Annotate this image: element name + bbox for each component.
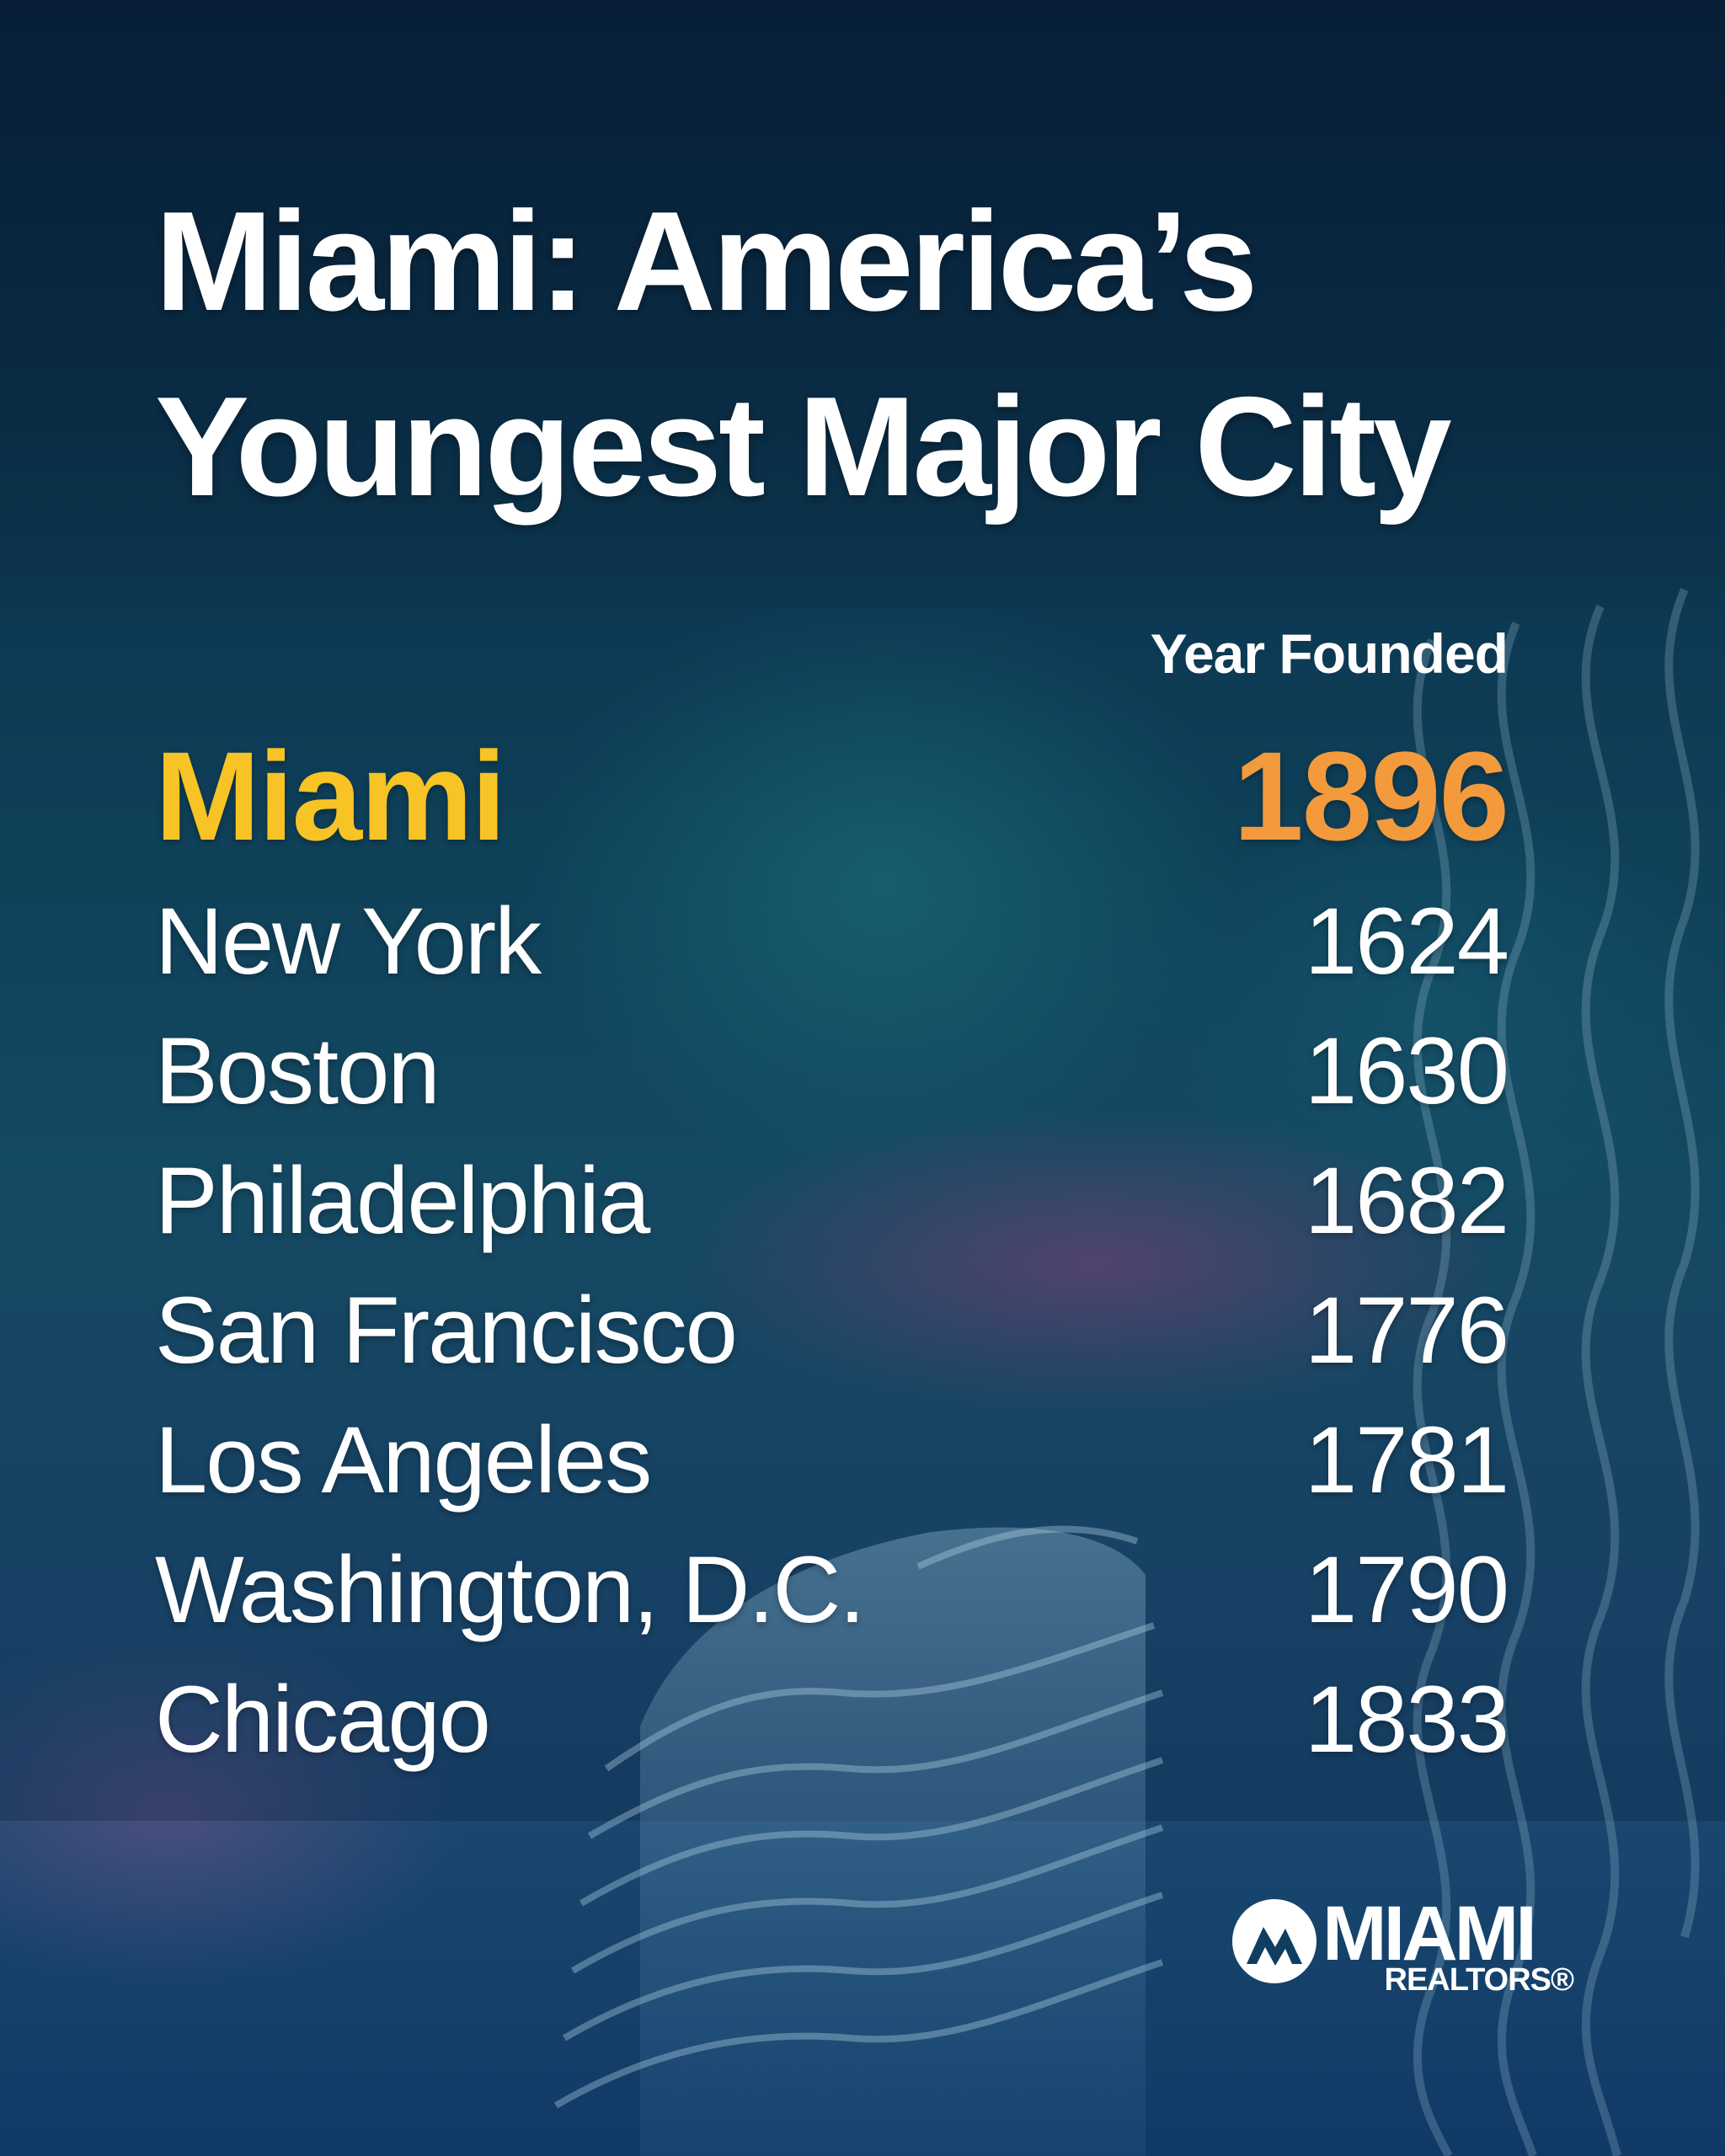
city-name: Los Angeles bbox=[155, 1406, 652, 1513]
city-name: Chicago bbox=[155, 1666, 491, 1772]
city-row: Boston 1630 bbox=[155, 1006, 1509, 1135]
city-year: 1790 bbox=[1304, 1536, 1509, 1642]
city-row: New York 1624 bbox=[155, 876, 1509, 1006]
city-row: Washington, D.C. 1790 bbox=[155, 1524, 1509, 1654]
city-year: 1776 bbox=[1304, 1277, 1509, 1383]
city-row: Chicago 1833 bbox=[155, 1654, 1509, 1784]
city-year: 1896 bbox=[1233, 724, 1509, 867]
city-year: 1833 bbox=[1304, 1666, 1509, 1772]
city-row: San Francisco 1776 bbox=[155, 1265, 1509, 1395]
city-name: Philadelphia bbox=[155, 1147, 650, 1253]
city-name: Washington, D.C. bbox=[155, 1536, 866, 1642]
city-row-miami: Miami 1896 bbox=[155, 716, 1509, 876]
title-line-1: Miami: America’s bbox=[155, 182, 1258, 340]
miami-realtors-logo: MIAMI REALTORS® bbox=[1228, 1891, 1582, 1998]
city-name: Boston bbox=[155, 1017, 441, 1123]
logo-sub: REALTORS® bbox=[1384, 1962, 1574, 1998]
city-year: 1624 bbox=[1304, 888, 1509, 994]
city-row: Los Angeles 1781 bbox=[155, 1395, 1509, 1524]
city-year: 1630 bbox=[1304, 1017, 1509, 1123]
city-name: Miami bbox=[155, 724, 506, 867]
page-title: Miami: America’s Youngest Major City bbox=[155, 168, 1637, 539]
logo-word: MIAMI bbox=[1322, 1891, 1537, 1977]
city-name: San Francisco bbox=[155, 1277, 738, 1383]
city-list: Miami 1896 New York 1624 Boston 1630 Phi… bbox=[155, 716, 1509, 1784]
title-band bbox=[0, 0, 1725, 608]
city-year: 1682 bbox=[1304, 1147, 1509, 1253]
city-row: Philadelphia 1682 bbox=[155, 1135, 1509, 1265]
city-name: New York bbox=[155, 888, 542, 994]
miami-realtors-logo-mark-icon bbox=[1232, 1899, 1316, 1983]
title-line-2: Youngest Major City bbox=[155, 367, 1452, 526]
city-year: 1781 bbox=[1304, 1406, 1509, 1513]
year-founded-header: Year Founded bbox=[1150, 622, 1509, 685]
